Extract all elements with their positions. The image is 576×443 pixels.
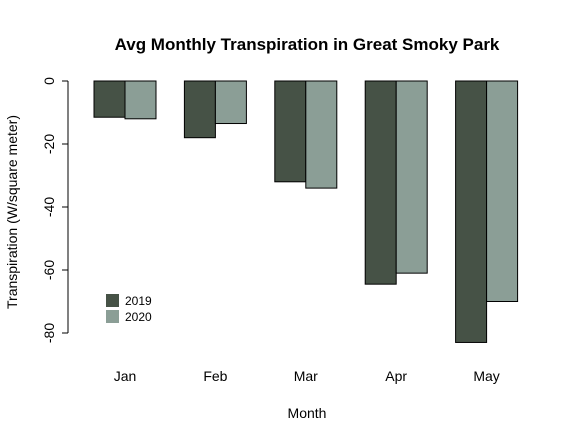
y-axis-label: Transpiration (W/square meter) [4,115,20,309]
chart-title: Avg Monthly Transpiration in Great Smoky… [115,35,500,54]
x-tick-label: Mar [294,368,318,384]
bar-apr-2020 [395,80,428,274]
y-tick-label: 0 [41,77,57,85]
x-tick-label: May [473,368,499,384]
bar-mar-2020 [305,80,338,189]
legend-label-2020: 2020 [125,310,152,324]
legend-swatch-2020 [106,310,119,323]
bar-may-2020 [486,80,519,302]
x-axis-tick-labels: Jan Feb Mar Apr May [114,368,500,384]
y-axis: 0 -20 -40 -60 -80 [41,77,69,343]
y-tick-label: -40 [41,197,57,217]
bar-may-2019 [455,80,488,343]
bars [93,80,519,343]
y-tick-label: -80 [41,323,57,343]
bar-feb-2019 [183,80,216,139]
x-tick-label: Feb [203,368,227,384]
x-tick-label: Apr [385,368,407,384]
bar-jan-2020 [124,80,157,120]
bar-apr-2019 [364,80,397,285]
bar-feb-2020 [214,80,247,125]
y-tick-label: -20 [41,134,57,154]
y-tick-label: -60 [41,260,57,280]
legend: 2019 2020 [106,294,152,324]
bar-jan-2019 [93,80,126,118]
legend-swatch-2019 [106,294,119,307]
x-axis-label: Month [288,405,327,421]
legend-label-2019: 2019 [125,294,152,308]
x-tick-label: Jan [114,368,137,384]
bar-mar-2019 [274,80,307,183]
